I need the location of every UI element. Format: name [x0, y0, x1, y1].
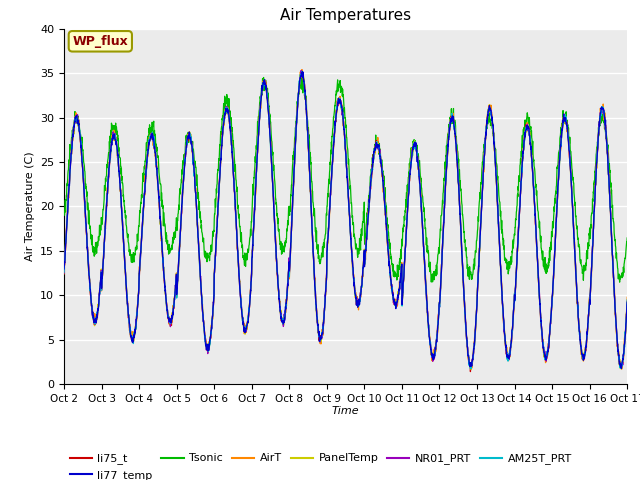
- X-axis label: Time: Time: [332, 407, 360, 417]
- Legend: li75_t, li77_temp, Tsonic, AirT, PanelTemp, NR01_PRT, AM25T_PRT: li75_t, li77_temp, Tsonic, AirT, PanelTe…: [70, 454, 572, 480]
- Y-axis label: Air Temperature (C): Air Temperature (C): [24, 152, 35, 261]
- Title: Air Temperatures: Air Temperatures: [280, 9, 411, 24]
- Text: WP_flux: WP_flux: [72, 35, 128, 48]
